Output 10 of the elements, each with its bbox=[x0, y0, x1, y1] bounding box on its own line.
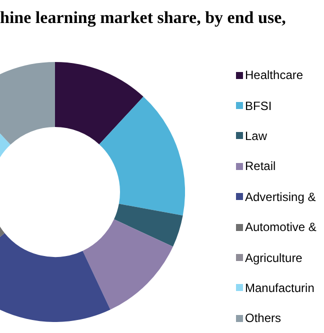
legend-label: Law bbox=[245, 128, 268, 143]
legend-label: Others bbox=[245, 311, 282, 326]
legend-label: BFSI bbox=[245, 98, 272, 113]
legend-label: Manufacturin bbox=[245, 280, 314, 295]
chart-title: hine learning market share, by end use, bbox=[0, 8, 286, 28]
legend-label: Healthcare bbox=[245, 68, 304, 82]
legend-label: Agriculture bbox=[245, 250, 302, 265]
legend-label: Advertising & bbox=[245, 190, 316, 204]
legend-label: Automotive & bbox=[245, 220, 316, 234]
legend-label: Retail bbox=[245, 159, 276, 174]
